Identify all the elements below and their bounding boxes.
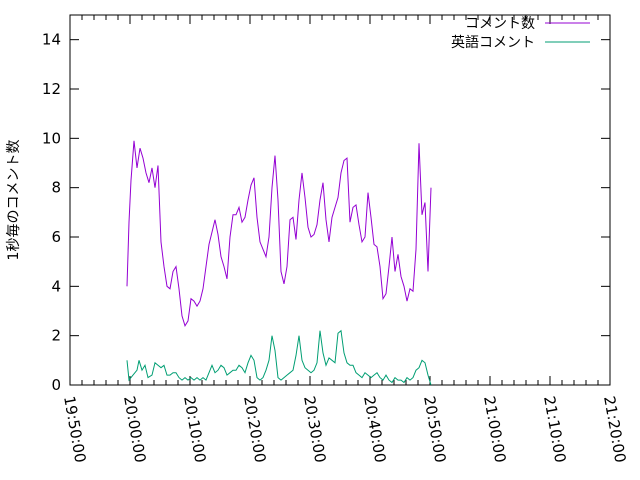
y-tick-label: 6 [51, 228, 61, 246]
series-line-0 [126, 140, 432, 328]
x-tick-label: 20:10:00 [180, 395, 209, 464]
y-axis: 0 2 4 6 8 10 12 14 [42, 31, 610, 394]
y-tick-label: 14 [42, 31, 61, 49]
x-tick-label: 20:30:00 [300, 395, 329, 464]
legend-label: コメント数 [465, 16, 535, 32]
x-tick-label: 21:00:00 [480, 395, 509, 464]
x-tick-label: 20:40:00 [360, 395, 389, 464]
y-tick-label: 10 [42, 129, 61, 147]
x-axis: 19:50:00 20:00:00 20:10:00 20:20:00 20:30:00… [60, 15, 629, 464]
y-tick-label: 12 [42, 80, 61, 98]
x-tick-label: 21:20:00 [600, 395, 629, 464]
y-tick-label: 2 [51, 327, 61, 345]
y-tick-label: 0 [51, 376, 61, 394]
y-axis-label: 1秒毎のコメント数 [6, 140, 22, 261]
series-layer [126, 140, 432, 386]
x-tick-label: 20:00:00 [120, 395, 149, 464]
x-tick-label: 19:50:00 [60, 395, 89, 464]
y-tick-label: 4 [51, 277, 61, 295]
x-tick-label: 21:10:00 [540, 395, 569, 464]
legend-label: 英語コメント [451, 34, 535, 51]
plot-frame [69, 14, 611, 386]
y-tick-label: 8 [51, 179, 61, 197]
x-tick-label: 20:50:00 [420, 395, 449, 464]
series-line-1 [126, 329, 432, 386]
x-tick-label: 20:20:00 [240, 395, 269, 464]
